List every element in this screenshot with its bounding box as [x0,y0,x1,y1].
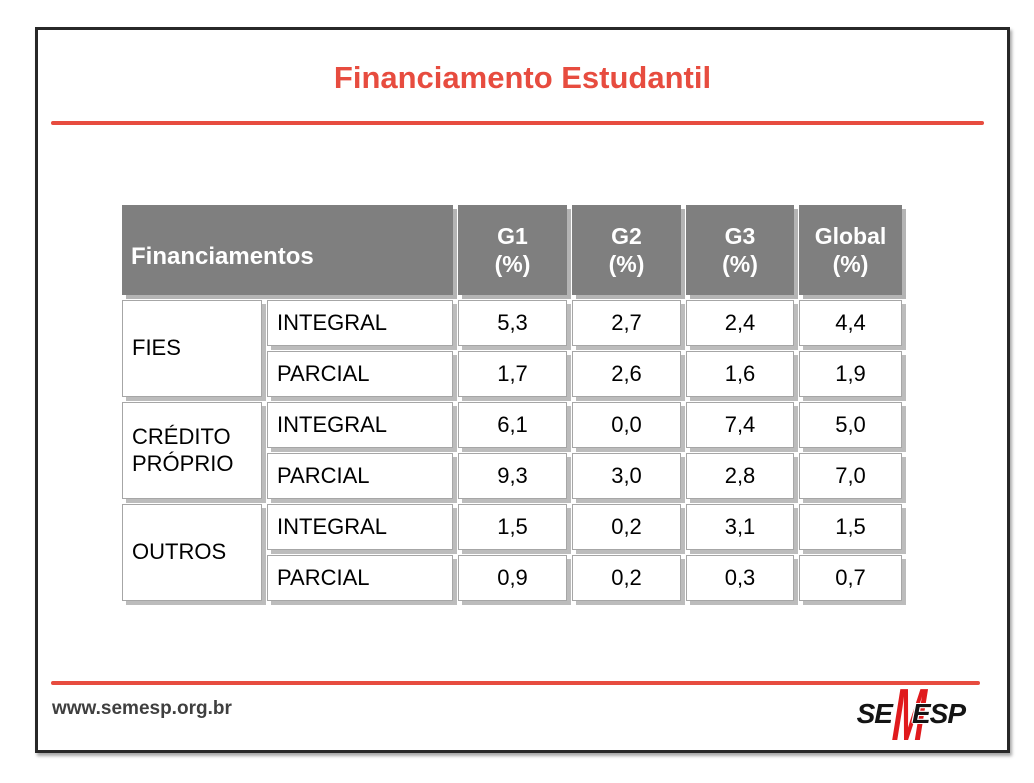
value-cell: 1,6 [686,351,794,397]
table-header-row: Financiamentos G1 (%) G2 (%) G3 (%) Glob… [122,205,902,295]
value-cell: 5,3 [458,300,567,346]
header-financiamentos: Financiamentos [122,205,453,295]
value-cell: 0,0 [572,402,681,448]
value-cell: 5,0 [799,402,902,448]
type-cell: INTEGRAL [267,504,453,550]
value-cell: 0,2 [572,504,681,550]
value-cell: 7,4 [686,402,794,448]
group-cell-outros: OUTROS [122,504,262,601]
group-cell-credito-proprio: CRÉDITO PRÓPRIO [122,402,262,499]
value-cell: 4,4 [799,300,902,346]
header-g1-label: G1 [497,222,528,249]
header-unit: (%) [832,251,869,277]
value-cell: 0,9 [458,555,567,601]
type-cell: INTEGRAL [267,300,453,346]
financing-table-container: Financiamentos G1 (%) G2 (%) G3 (%) Glob… [117,200,907,606]
value-cell: 9,3 [458,453,567,499]
header-g2-label: G2 [611,222,642,249]
table-row: CRÉDITO PRÓPRIO INTEGRAL 6,1 0,0 7,4 5,0 [122,402,902,499]
type-cell: PARCIAL [267,555,453,601]
footer-url: www.semesp.org.br [52,698,232,719]
table-row: PARCIAL 0,9 0,2 0,3 0,7 [122,555,902,601]
value-cell: 0,7 [799,555,902,601]
table-row: PARCIAL 1,7 2,6 1,6 1,9 [122,351,902,397]
value-cell: 1,5 [458,504,567,550]
header-g3: G3 (%) [686,205,794,295]
value-cell: 2,4 [686,300,794,346]
header-unit: (%) [608,251,645,277]
value-cell: 0,3 [686,555,794,601]
logo-text-se: SE [856,698,893,729]
value-cell: 1,9 [799,351,902,397]
value-cell: 2,6 [572,351,681,397]
logo-red-m-icon: M [890,672,929,756]
header-global-label: Global [814,222,887,249]
value-cell: 7,0 [799,453,902,499]
header-g2: G2 (%) [572,205,681,295]
type-cell: PARCIAL [267,351,453,397]
table-row: OUTROS INTEGRAL 1,5 0,2 3,1 1,5 [122,504,902,601]
value-cell: 1,5 [799,504,902,550]
type-cell: INTEGRAL [267,402,453,448]
footer-divider-line [51,681,980,685]
value-cell: 3,1 [686,504,794,550]
group-cell-fies: FIES [122,300,262,397]
type-cell: PARCIAL [267,453,453,499]
header-g3-label: G3 [724,222,756,249]
value-cell: 2,8 [686,453,794,499]
slide-frame: Financiamento Estudantil Financiamentos … [35,27,1010,756]
header-unit: (%) [494,251,531,277]
value-cell: 2,7 [572,300,681,346]
title-divider-line [51,121,984,125]
header-g1: G1 (%) [458,205,567,295]
table-row: PARCIAL 9,3 3,0 2,8 7,0 [122,453,902,499]
value-cell: 6,1 [458,402,567,448]
value-cell: 3,0 [572,453,681,499]
financing-table: Financiamentos G1 (%) G2 (%) G3 (%) Glob… [117,200,907,606]
semesp-logo: SE M ESP [856,673,966,756]
header-global: Global (%) [799,205,902,295]
value-cell: 1,7 [458,351,567,397]
logo-text-esp: ESP [911,698,966,729]
header-unit: (%) [722,251,758,277]
value-cell: 0,2 [572,555,681,601]
table-row: FIES INTEGRAL 5,3 2,7 2,4 4,4 [122,300,902,397]
page-title: Financiamento Estudantil [333,60,712,95]
